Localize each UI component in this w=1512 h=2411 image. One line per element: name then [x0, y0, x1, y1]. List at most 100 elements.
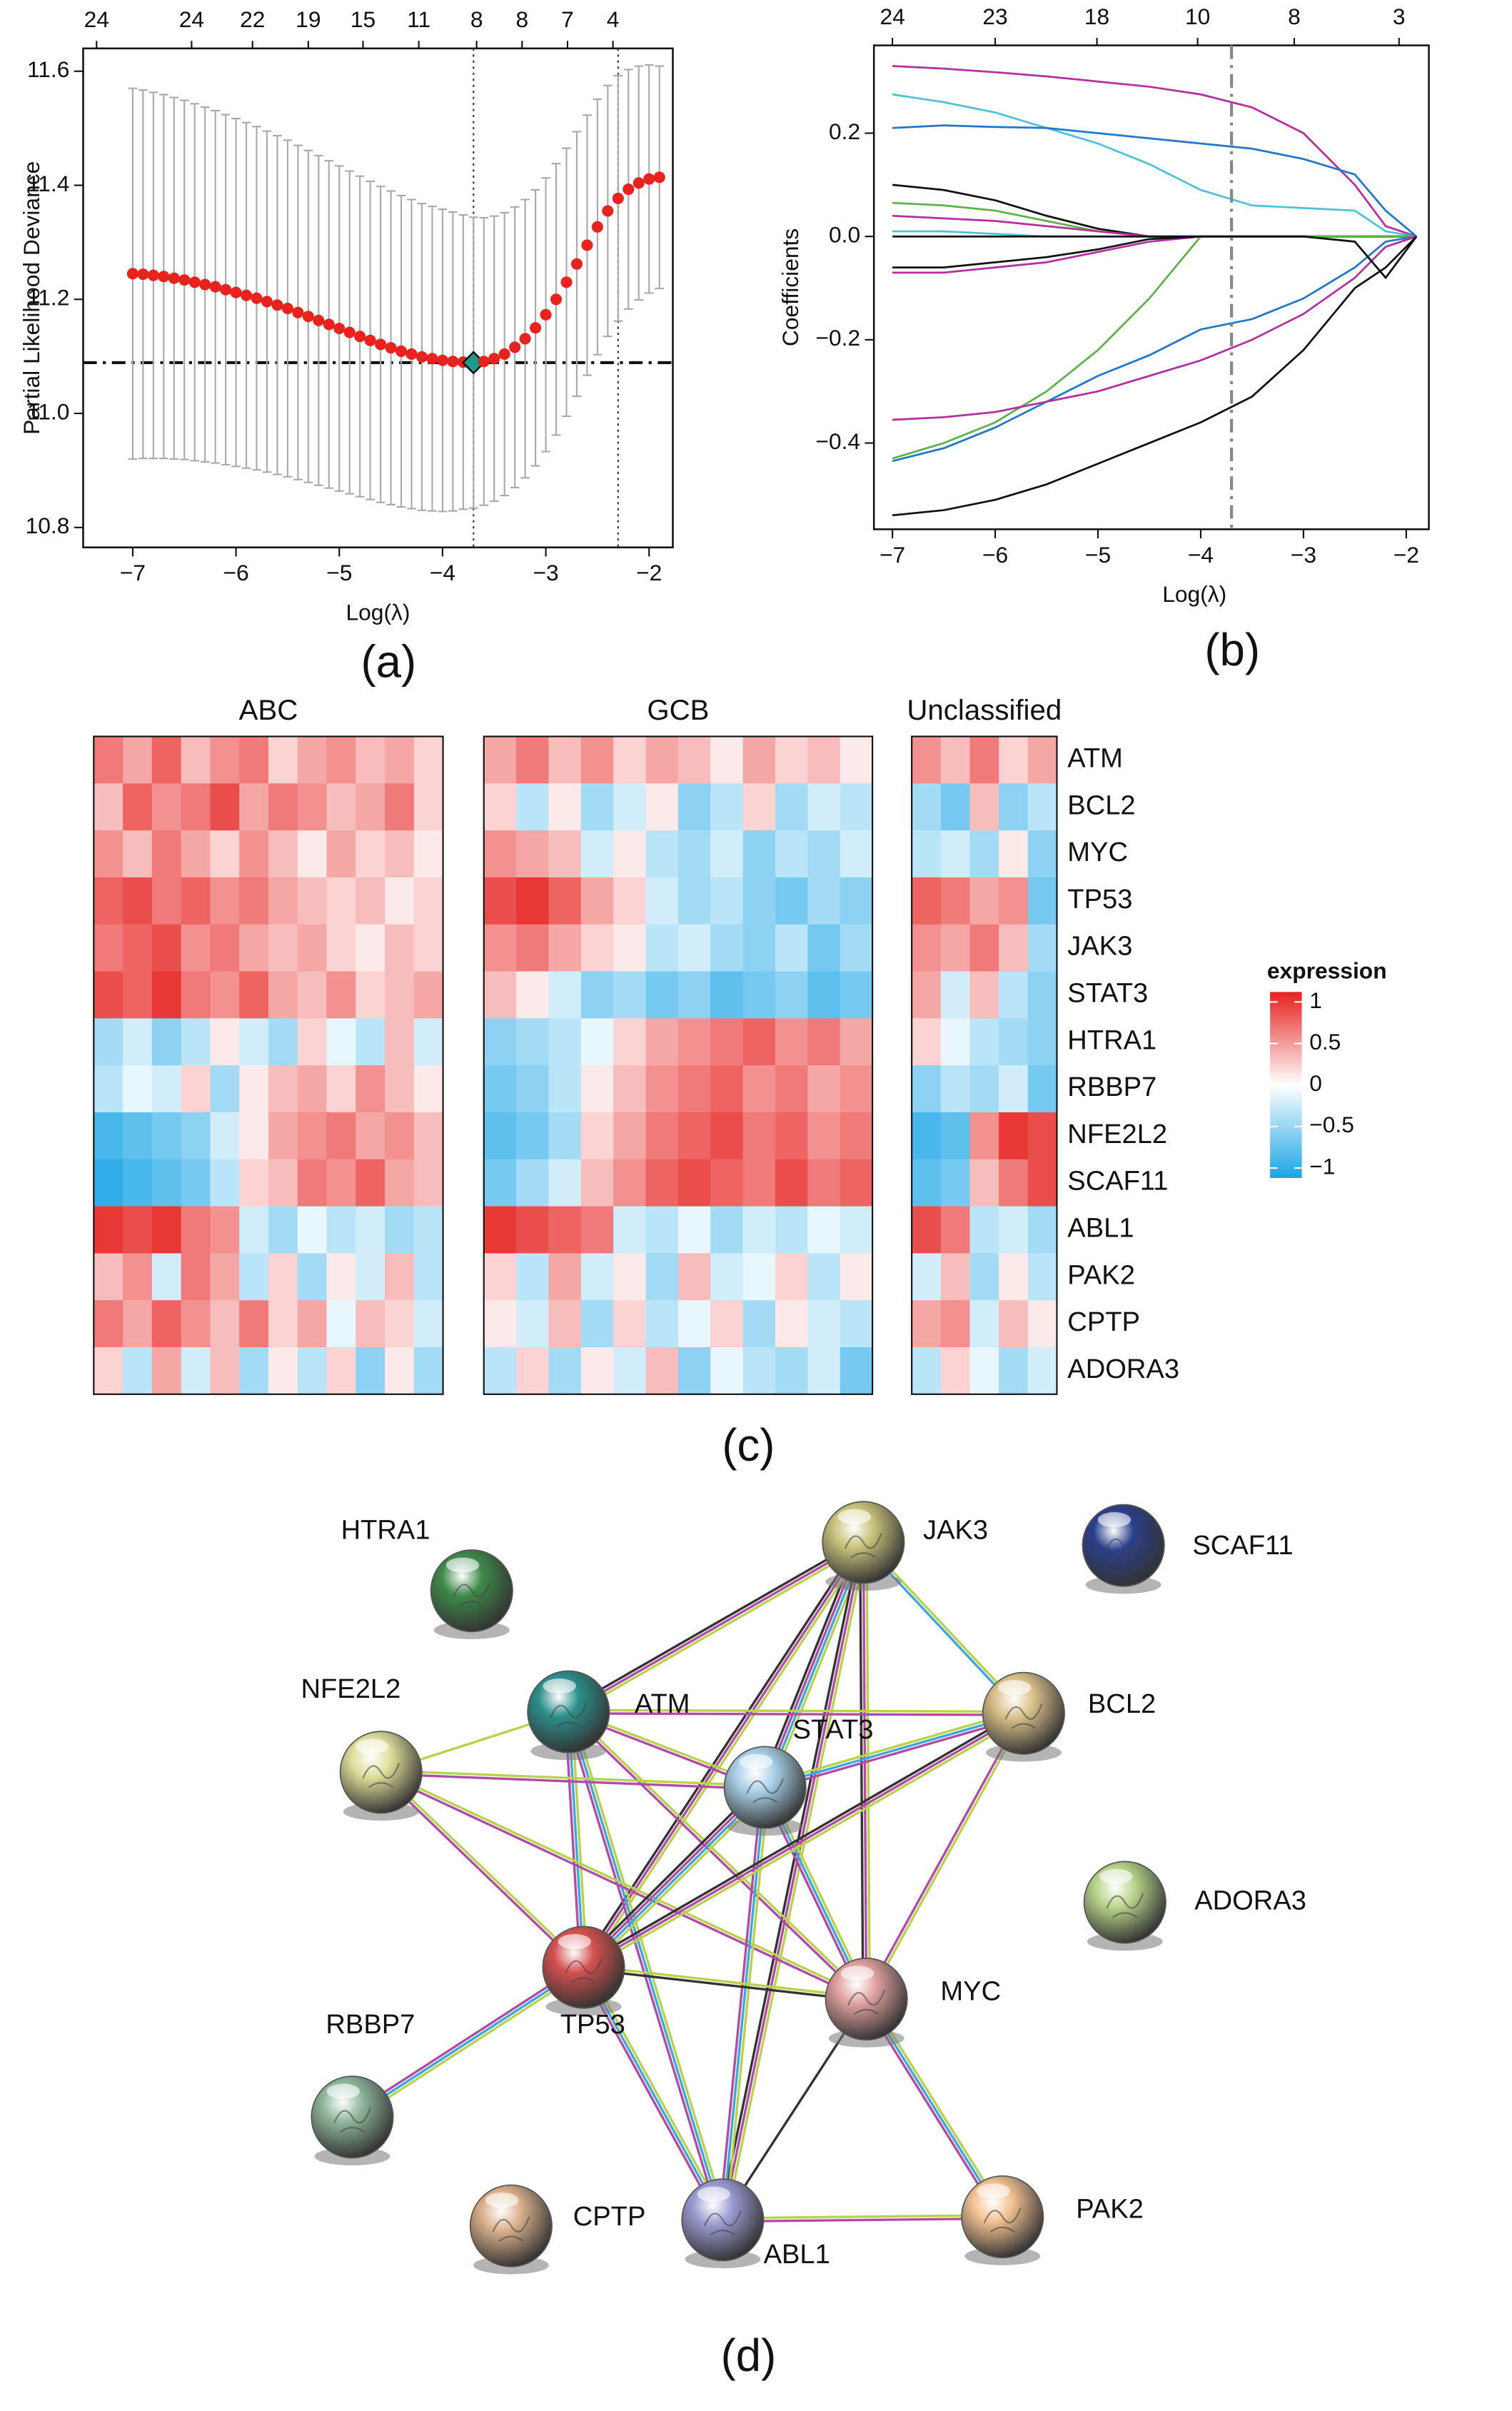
- point: [281, 303, 293, 315]
- row-label: JAK3: [1067, 931, 1132, 962]
- point: [436, 354, 448, 366]
- panel-label: (c): [722, 1420, 775, 1471]
- heatmap-cell: [181, 1347, 211, 1395]
- heatmap-cell: [807, 1206, 841, 1254]
- heatmap-cell: [742, 830, 776, 878]
- edge-strand: [581, 1785, 765, 1968]
- network-node: [542, 1926, 625, 2016]
- heatmap-cell: [548, 924, 582, 972]
- y-tick-label: 11.6: [27, 56, 69, 82]
- heatmap-cell: [356, 1300, 385, 1348]
- y-tick-label: −0.4: [815, 428, 860, 454]
- row-label: STAT3: [1067, 978, 1148, 1009]
- heatmap-cell: [239, 1065, 269, 1113]
- point: [343, 326, 356, 338]
- heatmap-cell: [516, 971, 550, 1019]
- heatmap-cell: [807, 1018, 841, 1066]
- heatmap-cell: [645, 877, 679, 925]
- heatmap-cell: [483, 783, 517, 831]
- heatmap-cell: [181, 1300, 211, 1348]
- heatmap-cell: [356, 1206, 385, 1254]
- row-label: SCAF11: [1067, 1166, 1168, 1197]
- network-node: [825, 1957, 908, 2048]
- edge-strand: [721, 1542, 865, 2220]
- heatmap-cell: [413, 971, 444, 1019]
- node-structure: [704, 2210, 742, 2236]
- heatmap-cell: [940, 736, 971, 784]
- heatmap-cell: [548, 1112, 582, 1160]
- coefficient-path: [892, 235, 1417, 274]
- heatmap-cell: [151, 830, 182, 878]
- edge-strand: [350, 1963, 583, 2115]
- panel-label: (b): [1204, 625, 1260, 675]
- point: [137, 268, 149, 281]
- point: [292, 306, 304, 318]
- heatmap-cell: [239, 1159, 269, 1207]
- network-edges: [350, 1538, 1027, 2223]
- network-edge: [350, 1963, 586, 2121]
- heatmap-cell: [548, 1206, 582, 1254]
- heatmap-cell: [969, 1206, 999, 1254]
- heatmap-cell: [181, 924, 211, 972]
- top-tick-label: 24: [179, 6, 204, 32]
- heatmap-cell: [297, 877, 328, 925]
- heatmap-cell: [580, 1065, 614, 1113]
- heatmap-cell: [807, 924, 841, 972]
- heatmap-cell: [775, 1159, 809, 1207]
- heatmap-cell: [677, 1253, 711, 1301]
- point: [653, 171, 665, 183]
- heatmap-cell: [580, 783, 614, 831]
- x-axis-label: Log(λ): [1162, 581, 1226, 607]
- heatmap-cell: [645, 1300, 679, 1348]
- heatmap-cell: [580, 877, 614, 925]
- edge-strand: [722, 2213, 1003, 2220]
- node-label: SCAF11: [1192, 1530, 1293, 1561]
- node-label: JAK3: [923, 1515, 988, 1546]
- heatmap-cell: [413, 1159, 444, 1207]
- node-highlight: [837, 1509, 871, 1524]
- heatmap-cell: [613, 1159, 647, 1207]
- heatmap-cell: [94, 1112, 124, 1160]
- heatmap-cell: [326, 1206, 356, 1254]
- x-axis-label: Log(λ): [346, 599, 410, 625]
- network-node: [527, 1670, 610, 1761]
- heatmap-cell: [613, 924, 647, 972]
- top-tick-label: 4: [607, 6, 620, 32]
- heatmap-cell: [268, 1112, 298, 1160]
- heatmap-cell: [775, 1112, 809, 1160]
- heatmap-cell: [840, 783, 873, 831]
- row-label: ABL1: [1067, 1213, 1134, 1244]
- heatmap-cell: [645, 1253, 679, 1301]
- heatmap-cell: [516, 830, 550, 878]
- coefficient-path: [892, 65, 1417, 238]
- heatmap-cell: [807, 830, 841, 878]
- node-highlight: [485, 2193, 519, 2208]
- heatmap-cell: [807, 1253, 841, 1301]
- top-tick-label: 24: [84, 6, 109, 32]
- heatmap-cell: [912, 1065, 942, 1113]
- edge-strand: [568, 1708, 1024, 1713]
- heatmap-cell: [840, 1347, 873, 1395]
- plot-frame: [872, 44, 1430, 530]
- heatmap-cell: [356, 1347, 385, 1395]
- heatmap-cell: [483, 1159, 517, 1207]
- heatmap-cell: [239, 877, 269, 925]
- row-label: BCL2: [1067, 790, 1135, 820]
- heatmap-cell: [999, 1347, 1029, 1395]
- network-node: [723, 1746, 807, 1836]
- heatmap-cell: [677, 1112, 711, 1160]
- heatmap-cell: [210, 1159, 240, 1207]
- heatmap-cell: [677, 736, 711, 784]
- heatmap-frame: [93, 735, 444, 1395]
- heatmap-cell: [268, 877, 298, 925]
- edge-strand: [865, 1542, 871, 2000]
- heatmap-cell: [580, 1018, 614, 1066]
- node-structure: [333, 2108, 371, 2133]
- heatmap-cell: [1027, 1206, 1058, 1254]
- heatmap-cell: [151, 1159, 182, 1207]
- heatmap-cell: [840, 1018, 873, 1066]
- row-label: ATM: [1067, 743, 1123, 773]
- node-highlight: [1099, 1868, 1133, 1885]
- heatmap-cell: [123, 1112, 153, 1160]
- heatmap-cell: [239, 1206, 269, 1254]
